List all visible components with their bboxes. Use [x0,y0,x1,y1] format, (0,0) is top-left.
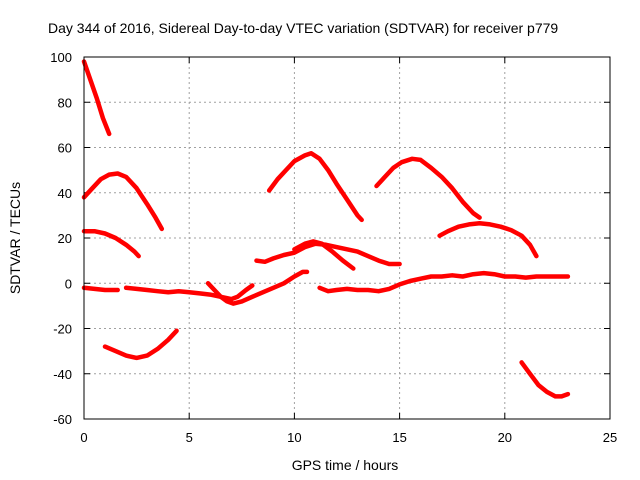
series-arc-9 [292,239,356,271]
series-arc-2 [81,171,165,232]
series-arc-11 [374,156,482,220]
x-tick-label: 10 [287,430,301,445]
y-tick-label: -40 [53,367,72,382]
x-tick-label: 0 [80,430,87,445]
y-tick-labels: -60 -40 -20 0 20 40 60 80 100 [50,50,72,427]
chart-title: Day 344 of 2016, Sidereal Day-to-day VTE… [48,20,558,36]
y-tick-label: -20 [53,322,72,337]
y-tick-label: 100 [50,50,72,65]
y-tick-label: 80 [58,95,72,110]
y-tick-label: 20 [58,231,72,246]
x-tick-label: 25 [603,430,617,445]
y-axis-label: SDTVAR / TECUs [7,182,23,294]
tick-marks [83,56,611,420]
series-arc-4 [81,285,120,293]
x-tick-labels: 0 5 10 15 20 25 [80,430,617,445]
series-arc-6 [205,269,310,306]
x-tick-label: 5 [186,430,193,445]
grid-lines [84,57,610,419]
x-tick-label: 15 [392,430,406,445]
series-arc-1 [81,59,112,137]
series-arc-5 [123,283,255,302]
series-arc-3 [81,228,141,259]
series-arc-7 [102,328,179,361]
series-arc-10 [266,150,364,223]
series-arc-13 [317,270,571,294]
series-arc-14 [519,360,571,399]
y-tick-label: 60 [58,141,72,156]
plot-frame [83,56,611,420]
series-arc-12 [437,221,539,259]
y-tick-label: 0 [65,276,72,291]
y-tick-label: 40 [58,186,72,201]
x-tick-label: 20 [498,430,512,445]
y-tick-label: -60 [53,412,72,427]
data-series [81,59,571,399]
x-axis-label: GPS time / hours [292,457,399,473]
